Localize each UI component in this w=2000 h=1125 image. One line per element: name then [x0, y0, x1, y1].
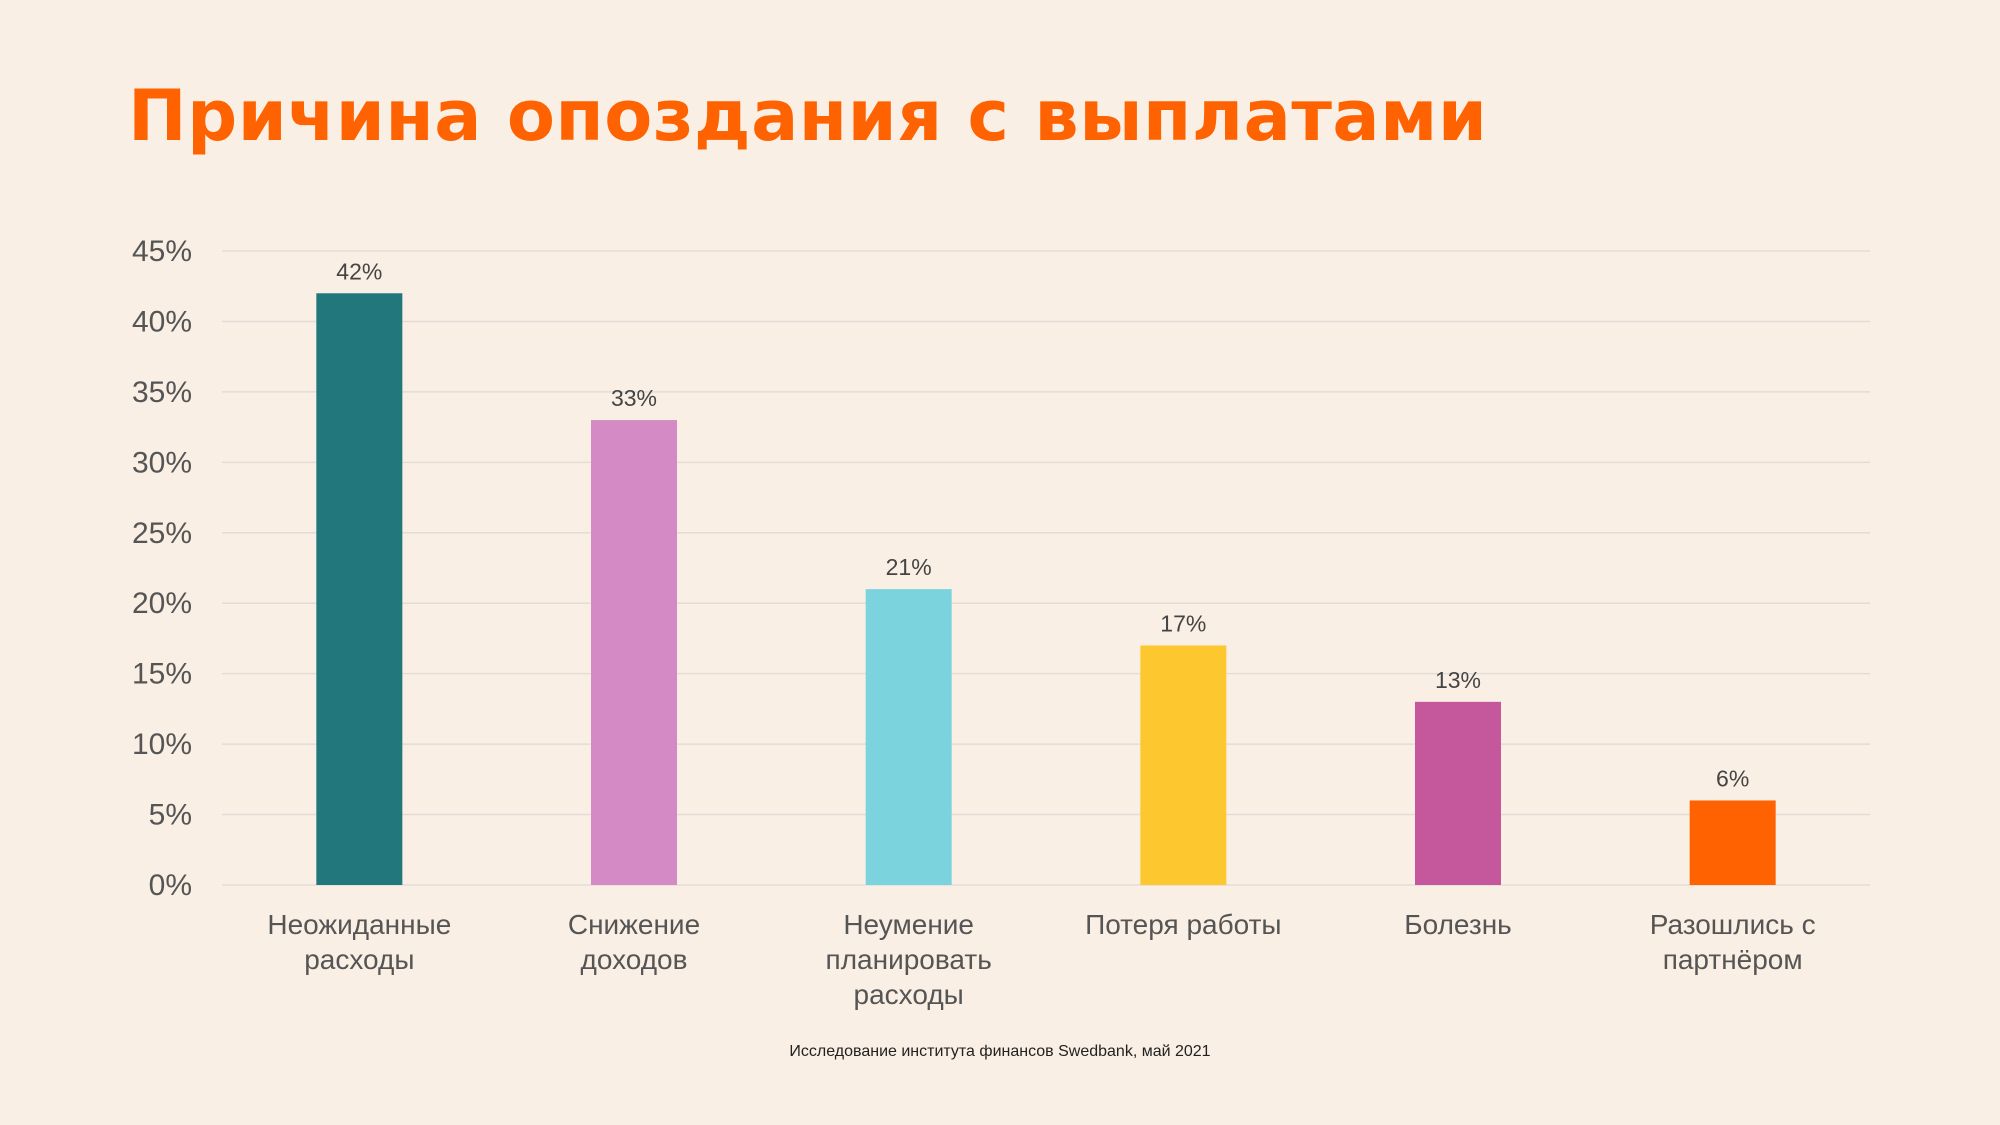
y-tick-label: 15% — [132, 658, 192, 691]
data-label: 42% — [336, 258, 382, 284]
y-tick-label: 45% — [132, 235, 192, 268]
data-label: 13% — [1435, 667, 1481, 693]
bar — [1415, 701, 1501, 885]
y-tick-label: 20% — [132, 587, 192, 620]
y-tick-label: 30% — [132, 446, 192, 479]
x-tick-label: Снижение доходов — [568, 909, 700, 975]
bar — [865, 589, 952, 885]
data-label: 21% — [886, 554, 932, 580]
x-tick-label: Разошлись с партнёром — [1650, 909, 1816, 975]
y-tick-label: 40% — [132, 305, 192, 338]
y-tick-label: 0% — [149, 869, 192, 902]
bar — [1140, 645, 1227, 885]
x-tick-label: Неумение планировать расходы — [826, 909, 992, 1010]
data-label: 33% — [611, 385, 657, 411]
y-tick-label: 10% — [132, 728, 192, 761]
bar — [316, 293, 403, 885]
page-title: Причина опоздания с выплатами — [128, 75, 1488, 157]
data-label: 17% — [1160, 610, 1206, 636]
x-tick-label: Неожиданные расходы — [267, 909, 451, 975]
x-tick-label: Болезнь — [1404, 909, 1512, 940]
x-tick-label: Потеря работы — [1085, 909, 1281, 940]
y-tick-label: 25% — [132, 517, 192, 550]
bar — [591, 420, 677, 885]
y-tick-label: 35% — [132, 376, 192, 409]
y-tick-label: 5% — [149, 799, 192, 832]
source-note: Исследование института финансов Swedbank… — [789, 1043, 1211, 1060]
bar — [1689, 800, 1776, 885]
data-label: 6% — [1716, 765, 1749, 791]
